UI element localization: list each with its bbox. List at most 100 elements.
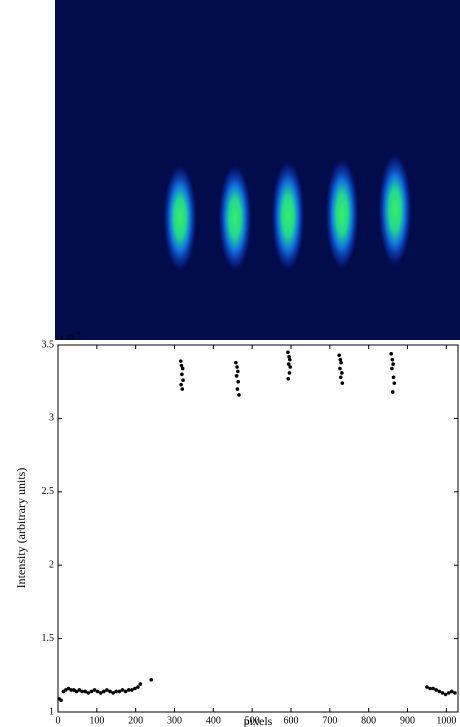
data-point bbox=[390, 357, 395, 362]
data-point bbox=[136, 685, 140, 689]
ion-spot bbox=[163, 163, 197, 273]
x-tick-label: 0 bbox=[56, 715, 61, 726]
data-point bbox=[431, 686, 435, 691]
data-point bbox=[449, 689, 454, 694]
data-point bbox=[74, 689, 79, 694]
data-point bbox=[392, 381, 397, 385]
data-point bbox=[181, 378, 185, 383]
y-tick-label: 1.5 bbox=[42, 633, 55, 644]
data-point bbox=[440, 691, 445, 695]
data-point bbox=[126, 688, 131, 692]
data-point bbox=[235, 387, 240, 391]
data-point bbox=[63, 688, 68, 692]
data-point bbox=[236, 369, 240, 374]
x-tick-label: 100 bbox=[89, 715, 104, 726]
data-point bbox=[288, 365, 293, 369]
data-point bbox=[105, 688, 109, 692]
data-point bbox=[425, 685, 429, 689]
data-point bbox=[286, 350, 290, 355]
data-point bbox=[80, 689, 84, 694]
data-point bbox=[72, 688, 76, 692]
data-point bbox=[133, 686, 137, 691]
data-point bbox=[338, 366, 342, 371]
y-scale-label: x 10 bbox=[60, 333, 74, 342]
data-point bbox=[83, 689, 87, 694]
y-scale-exponent: 4 bbox=[77, 330, 80, 336]
data-point bbox=[428, 686, 432, 691]
data-point bbox=[391, 362, 395, 366]
y-tick-label: 2 bbox=[49, 559, 54, 570]
data-point bbox=[390, 366, 394, 371]
data-point bbox=[92, 688, 97, 692]
data-point bbox=[129, 688, 134, 692]
y-tick-label: 3.5 bbox=[42, 339, 55, 350]
data-point bbox=[234, 374, 239, 378]
data-point bbox=[179, 363, 184, 368]
data-point bbox=[389, 352, 394, 356]
y-axis-label: Intensity (arbitrary units) bbox=[14, 468, 28, 589]
data-point bbox=[446, 691, 451, 695]
data-point bbox=[453, 691, 457, 695]
y-tick-label: 3 bbox=[49, 413, 54, 424]
data-point bbox=[108, 689, 112, 694]
x-tick-label: 600 bbox=[284, 715, 299, 726]
data-point bbox=[69, 688, 74, 692]
data-point bbox=[178, 359, 183, 363]
x-tick-label: 200 bbox=[128, 715, 143, 726]
data-point bbox=[287, 371, 292, 375]
data-point bbox=[338, 357, 343, 362]
data-point bbox=[434, 688, 439, 692]
data-point bbox=[443, 692, 448, 697]
x-tick-label: 500 bbox=[245, 715, 260, 726]
camera-image bbox=[55, 0, 460, 340]
data-point bbox=[102, 689, 106, 694]
data-point bbox=[123, 689, 128, 694]
data-point bbox=[111, 691, 115, 695]
x-tick-label: 700 bbox=[322, 715, 337, 726]
data-point bbox=[340, 381, 345, 385]
data-point bbox=[114, 689, 119, 694]
data-point bbox=[66, 686, 71, 691]
data-point bbox=[235, 365, 239, 369]
x-tick-label: 300 bbox=[167, 715, 182, 726]
ion-spot bbox=[218, 163, 252, 273]
data-point bbox=[89, 689, 94, 694]
data-point bbox=[149, 677, 154, 682]
ion-spot bbox=[271, 159, 305, 273]
x-tick-label: 1000 bbox=[436, 715, 456, 726]
x-tick-label: 400 bbox=[206, 715, 221, 726]
data-point bbox=[340, 371, 344, 375]
x-tick-label: 800 bbox=[361, 715, 376, 726]
data-point bbox=[390, 390, 395, 394]
data-point bbox=[236, 379, 240, 384]
x-axis-label: pixels bbox=[244, 714, 273, 727]
data-point bbox=[391, 375, 396, 380]
data-point bbox=[286, 362, 291, 366]
x-tick-label: 900 bbox=[400, 715, 415, 726]
y-tick-label: 2.5 bbox=[42, 486, 55, 497]
data-point bbox=[138, 682, 143, 686]
axes-box bbox=[57, 344, 459, 713]
data-point bbox=[234, 360, 238, 365]
data-point bbox=[337, 353, 341, 358]
data-point bbox=[180, 387, 185, 391]
data-point bbox=[86, 691, 91, 695]
data-point bbox=[287, 354, 291, 359]
ion-spot bbox=[325, 157, 359, 271]
data-point bbox=[77, 688, 82, 692]
data-point bbox=[180, 366, 185, 371]
data-point bbox=[339, 360, 343, 365]
data-point bbox=[180, 372, 184, 377]
data-point bbox=[286, 376, 291, 381]
data-point bbox=[288, 357, 292, 362]
ion-spot bbox=[378, 152, 412, 268]
data-point bbox=[59, 698, 63, 703]
data-point bbox=[120, 688, 125, 692]
data-point bbox=[437, 689, 442, 694]
data-point bbox=[237, 393, 241, 397]
data-point bbox=[95, 689, 100, 694]
data-point bbox=[338, 375, 343, 380]
data-point bbox=[98, 691, 103, 695]
data-point bbox=[179, 382, 183, 387]
